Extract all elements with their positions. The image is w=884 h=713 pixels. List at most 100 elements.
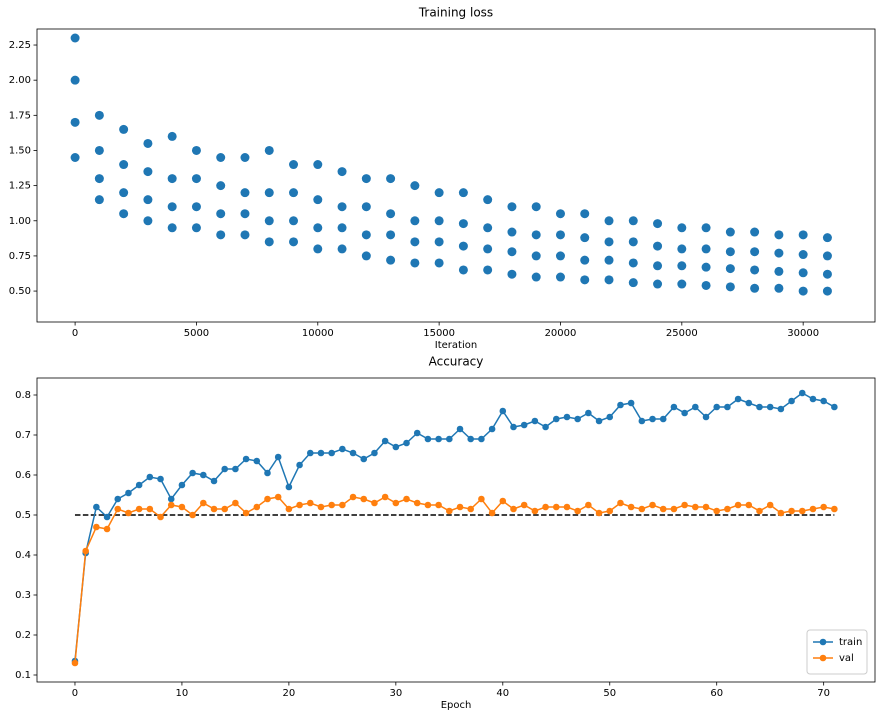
marker bbox=[520, 501, 528, 509]
point bbox=[604, 275, 614, 285]
marker bbox=[392, 499, 400, 507]
marker bbox=[339, 501, 346, 509]
marker bbox=[146, 505, 154, 513]
marker bbox=[274, 453, 282, 461]
marker bbox=[681, 501, 688, 509]
point bbox=[216, 209, 226, 219]
marker bbox=[339, 445, 346, 453]
legend-marker bbox=[819, 638, 827, 646]
x-tick-label: 25000 bbox=[666, 328, 698, 339]
point bbox=[386, 230, 396, 240]
point bbox=[580, 275, 590, 285]
plot-area bbox=[71, 389, 838, 667]
point bbox=[289, 188, 299, 198]
x-tick-label: 70 bbox=[817, 688, 830, 699]
marker bbox=[135, 481, 143, 489]
point bbox=[483, 195, 493, 205]
point bbox=[94, 174, 104, 184]
y-tick-label: 1.25 bbox=[9, 181, 31, 192]
point bbox=[70, 153, 80, 163]
point bbox=[191, 174, 201, 184]
marker bbox=[692, 403, 699, 411]
marker bbox=[413, 499, 421, 507]
marker bbox=[349, 493, 357, 501]
point bbox=[531, 251, 541, 261]
y-tick-label: 0.2 bbox=[15, 630, 31, 641]
marker bbox=[242, 455, 250, 463]
marker bbox=[317, 503, 325, 511]
point bbox=[580, 209, 590, 219]
x-tick-label: 0 bbox=[72, 688, 78, 699]
y-tick-label: 0.1 bbox=[15, 670, 31, 681]
point bbox=[507, 247, 517, 257]
marker bbox=[809, 505, 817, 513]
point bbox=[483, 223, 493, 233]
marker bbox=[627, 503, 635, 511]
point bbox=[264, 216, 274, 226]
point bbox=[725, 227, 735, 237]
marker bbox=[659, 415, 667, 423]
point bbox=[410, 181, 420, 191]
point bbox=[216, 181, 226, 191]
axes-frame bbox=[36, 377, 876, 683]
x-tick-label: 0 bbox=[72, 328, 78, 339]
point bbox=[628, 237, 638, 247]
marker bbox=[702, 503, 710, 511]
marker bbox=[167, 501, 175, 509]
marker bbox=[157, 513, 164, 521]
marker bbox=[360, 455, 368, 463]
point bbox=[119, 188, 129, 198]
marker bbox=[446, 507, 453, 515]
y-tick-label: 0.6 bbox=[15, 470, 31, 481]
marker bbox=[478, 495, 485, 503]
point bbox=[216, 230, 226, 240]
marker bbox=[745, 501, 753, 509]
marker bbox=[734, 395, 742, 403]
marker bbox=[178, 481, 186, 489]
chart-title: Training loss bbox=[418, 6, 493, 20]
point bbox=[580, 233, 590, 243]
y-tick-label: 0.8 bbox=[15, 390, 31, 401]
point bbox=[264, 145, 274, 155]
y-tick-label: 1.00 bbox=[9, 216, 31, 227]
point bbox=[313, 160, 323, 170]
x-tick-label: 40 bbox=[496, 688, 509, 699]
axes-frame bbox=[36, 28, 876, 323]
legend-marker bbox=[819, 654, 827, 662]
marker bbox=[200, 471, 207, 479]
y-tick-label: 1.75 bbox=[9, 110, 31, 121]
point bbox=[240, 230, 250, 240]
marker bbox=[103, 513, 111, 521]
point bbox=[143, 216, 153, 226]
marker bbox=[777, 405, 785, 413]
point bbox=[70, 33, 80, 43]
y-tick-label: 2.00 bbox=[9, 75, 31, 86]
marker bbox=[306, 449, 314, 457]
point bbox=[337, 167, 347, 177]
marker bbox=[306, 499, 314, 507]
marker bbox=[264, 469, 271, 477]
point bbox=[361, 251, 371, 261]
x-tick-label: 50 bbox=[603, 688, 616, 699]
marker bbox=[510, 505, 517, 513]
marker bbox=[167, 495, 175, 503]
point bbox=[94, 195, 104, 205]
marker bbox=[574, 415, 581, 423]
point bbox=[119, 160, 129, 170]
point bbox=[604, 237, 614, 247]
marker bbox=[328, 501, 335, 509]
point bbox=[531, 272, 541, 282]
marker bbox=[114, 505, 122, 513]
point bbox=[677, 223, 687, 233]
marker bbox=[296, 461, 303, 469]
marker bbox=[178, 503, 186, 511]
y-tick-label: 0.4 bbox=[15, 550, 31, 561]
point bbox=[750, 265, 760, 275]
point bbox=[410, 237, 420, 247]
point bbox=[555, 272, 565, 282]
point bbox=[483, 265, 493, 275]
marker bbox=[392, 443, 400, 451]
point bbox=[119, 124, 129, 134]
point bbox=[434, 258, 444, 268]
marker bbox=[531, 507, 539, 515]
